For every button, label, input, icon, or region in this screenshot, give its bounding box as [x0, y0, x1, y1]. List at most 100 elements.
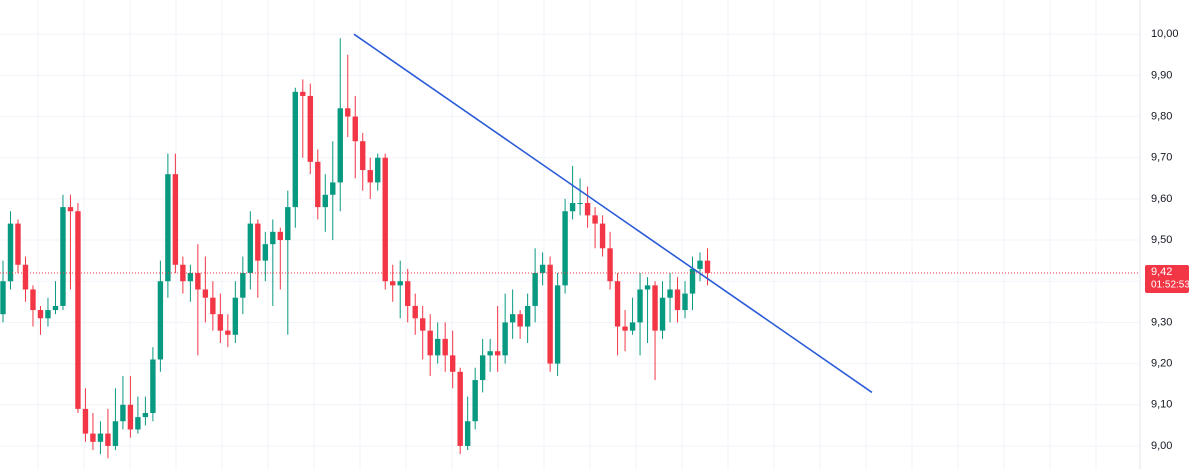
candle-body — [622, 326, 628, 331]
candle-body — [187, 273, 194, 282]
candle-body — [15, 223, 21, 265]
candle-body — [682, 293, 688, 311]
candle-body — [652, 285, 658, 331]
candle-body — [112, 421, 119, 446]
candle-body — [217, 314, 224, 331]
candle-body — [67, 207, 74, 212]
candle-body — [547, 264, 553, 364]
candle-body — [135, 417, 141, 430]
candle-body — [352, 116, 358, 142]
y-tick-label: 9,60 — [1151, 193, 1172, 205]
candle-body — [517, 314, 523, 327]
candle-body — [390, 281, 396, 286]
candle-body — [509, 314, 516, 323]
last-price-box — [1145, 265, 1189, 293]
candle-body — [165, 174, 171, 282]
candle-body — [539, 264, 546, 273]
y-tick-label: 9,30 — [1151, 316, 1172, 328]
candle-body — [330, 182, 336, 195]
candle-body — [472, 380, 478, 422]
candle-body — [210, 297, 216, 315]
candle-body — [255, 223, 261, 261]
last-price-label: 9,42 — [1151, 266, 1172, 278]
y-tick-label: 9,10 — [1151, 399, 1172, 411]
candle-body — [270, 231, 276, 245]
candle-body — [7, 223, 14, 282]
candle-body — [30, 289, 36, 311]
candle-body — [697, 260, 703, 269]
candle-body — [667, 289, 673, 298]
candle-body — [97, 433, 104, 442]
candle-body — [52, 305, 59, 311]
candle-body — [105, 433, 111, 446]
candle-body — [82, 408, 89, 434]
candle-body — [285, 207, 291, 241]
candle-body — [360, 141, 366, 171]
candle-body — [127, 404, 134, 430]
candle-body — [599, 223, 606, 249]
candle-body — [434, 338, 441, 356]
candle-body — [420, 318, 426, 331]
candle-body — [45, 310, 51, 319]
candle-body — [277, 231, 284, 241]
candle-body — [60, 207, 66, 306]
candle-body — [337, 108, 343, 183]
candle-body — [262, 244, 269, 261]
candle-body — [90, 433, 96, 442]
candle-body — [345, 108, 351, 117]
candle-body — [157, 281, 164, 360]
y-tick-label: 10,00 — [1151, 28, 1179, 40]
candle-body — [37, 310, 44, 319]
candle-body — [562, 211, 568, 286]
candle-body — [382, 157, 388, 282]
candle-body — [464, 421, 471, 446]
candle-body — [202, 289, 209, 298]
y-tick-label: 9,00 — [1151, 440, 1172, 452]
candle-body — [307, 95, 313, 162]
candle-body — [569, 203, 576, 212]
candle-body — [150, 359, 156, 413]
candle-body — [614, 281, 621, 327]
candle-body — [607, 248, 613, 282]
trendline — [353, 33, 873, 394]
candle-body — [554, 285, 561, 364]
y-tick-label: 9,90 — [1151, 69, 1172, 81]
candle-body — [142, 413, 149, 418]
candle-body — [322, 194, 328, 208]
countdown: 01:52:53 — [1151, 280, 1190, 291]
candle-body — [674, 289, 681, 311]
candle-body — [240, 273, 246, 298]
candle-body — [180, 264, 186, 282]
candle-body — [300, 91, 306, 96]
candle-body — [292, 91, 298, 208]
y-tick-label: 9,80 — [1151, 110, 1172, 122]
candle-body — [487, 351, 493, 356]
candle-body — [494, 351, 501, 356]
candle-body — [637, 289, 643, 323]
candle-body — [405, 281, 411, 306]
candle-body — [120, 404, 126, 422]
candle-body — [412, 305, 418, 319]
y-tick-label: 9,70 — [1151, 152, 1172, 164]
candle-body — [704, 260, 711, 273]
candle-body — [225, 330, 231, 335]
candle-body — [644, 285, 651, 290]
y-tick-label: 9,20 — [1151, 357, 1172, 369]
candle-body — [524, 305, 531, 327]
candle-body — [247, 223, 254, 273]
candle-body — [577, 203, 583, 204]
candle-body — [502, 322, 508, 356]
candle-body — [592, 215, 598, 224]
candle-body — [367, 170, 373, 183]
y-tick-label: 9,50 — [1151, 234, 1172, 246]
candle-body — [172, 174, 179, 265]
candle-body — [315, 161, 321, 208]
candle-body — [375, 157, 381, 183]
candle-body — [629, 322, 636, 331]
candle-body — [532, 273, 538, 306]
candle-body — [75, 211, 81, 409]
candle-body — [457, 371, 463, 446]
candle-body — [427, 330, 433, 356]
